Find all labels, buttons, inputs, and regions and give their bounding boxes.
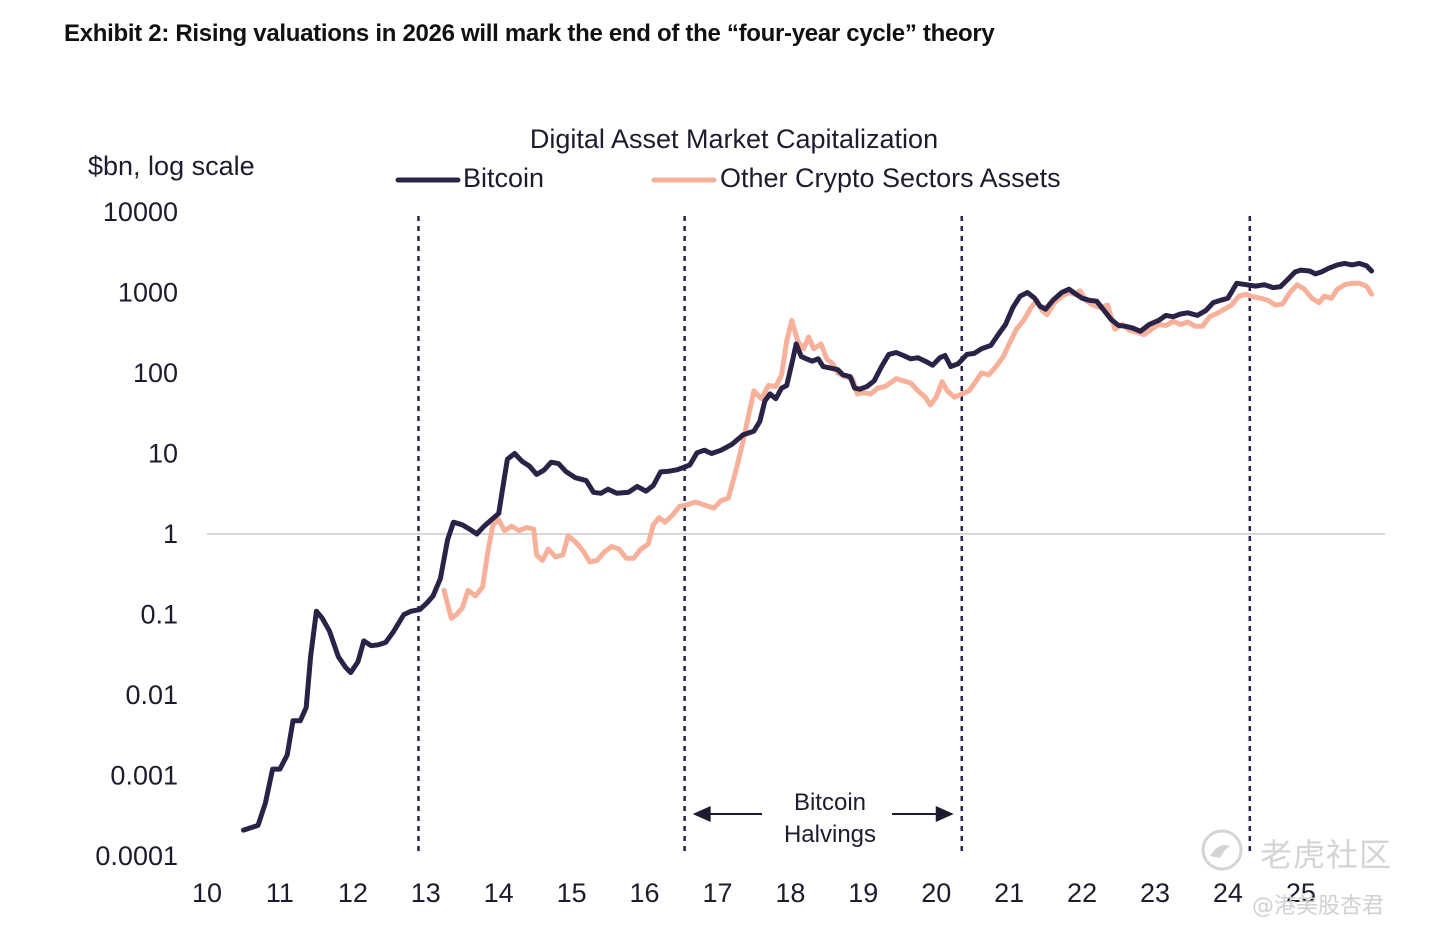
- x-tick-label: 17: [702, 878, 732, 908]
- annotation-arrowhead-left: [692, 806, 711, 822]
- y-tick-label: 10000: [103, 197, 178, 227]
- watermark-handle: @港美股杏君: [1252, 894, 1385, 919]
- x-tick-label: 24: [1213, 878, 1243, 908]
- exhibit-title: Exhibit 2: Rising valuations in 2026 wil…: [64, 20, 995, 47]
- x-tick-label: 13: [411, 878, 441, 908]
- y-tick-label: 0.1: [140, 600, 178, 630]
- y-axis-ticks: 10000 1000 100 10 1 0.1 0.01 0.001 0.0001: [95, 197, 178, 871]
- y-axis-label: $bn, log scale: [88, 151, 255, 181]
- x-tick-label: 22: [1067, 878, 1097, 908]
- x-tick-label: 10: [192, 878, 222, 908]
- y-tick-label: 10: [148, 439, 178, 469]
- y-tick-label: 100: [133, 358, 178, 388]
- y-tick-label: 1: [163, 519, 178, 549]
- x-tick-label: 25: [1286, 878, 1316, 908]
- legend-label-bitcoin: Bitcoin: [463, 163, 544, 193]
- bitcoin-line: [241, 260, 1375, 833]
- halving-annotation: Bitcoin Halvings: [692, 789, 954, 848]
- y-tick-label: 0.01: [125, 680, 178, 710]
- x-tick-label: 19: [848, 878, 878, 908]
- annotation-arrowhead-right: [935, 806, 954, 822]
- x-tick-label: 23: [1140, 878, 1170, 908]
- annotation-line-2: Halvings: [784, 821, 876, 848]
- y-tick-label: 1000: [118, 278, 178, 308]
- halving-lines: [417, 216, 1252, 856]
- other-crypto-line: [441, 280, 1375, 621]
- x-tick-label: 16: [630, 878, 660, 908]
- legend-label-other-crypto: Other Crypto Sectors Assets: [720, 163, 1061, 193]
- x-axis-ticks: 10 11 12 13 14 15 16 17 18 19 20 21 22 23 24 25: [192, 878, 1316, 908]
- watermark-logo-icon: [1201, 829, 1243, 871]
- x-tick-label: 21: [994, 878, 1024, 908]
- x-tick-label: 15: [557, 878, 587, 908]
- y-tick-label: 0.001: [110, 761, 178, 791]
- x-tick-label: 18: [775, 878, 805, 908]
- chart-legend: Bitcoin Other Crypto Sectors Assets: [395, 163, 1061, 193]
- x-tick-label: 11: [266, 878, 294, 908]
- watermark-text: 老虎社区: [1260, 836, 1393, 874]
- x-tick-label: 12: [338, 878, 368, 908]
- series-lines: [241, 260, 1375, 833]
- chart-title: Digital Asset Market Capitalization: [530, 124, 938, 154]
- x-tick-label: 14: [484, 878, 514, 908]
- annotation-line-1: Bitcoin: [794, 789, 866, 816]
- y-tick-label: 0.0001: [95, 841, 178, 871]
- x-tick-label: 20: [921, 878, 951, 908]
